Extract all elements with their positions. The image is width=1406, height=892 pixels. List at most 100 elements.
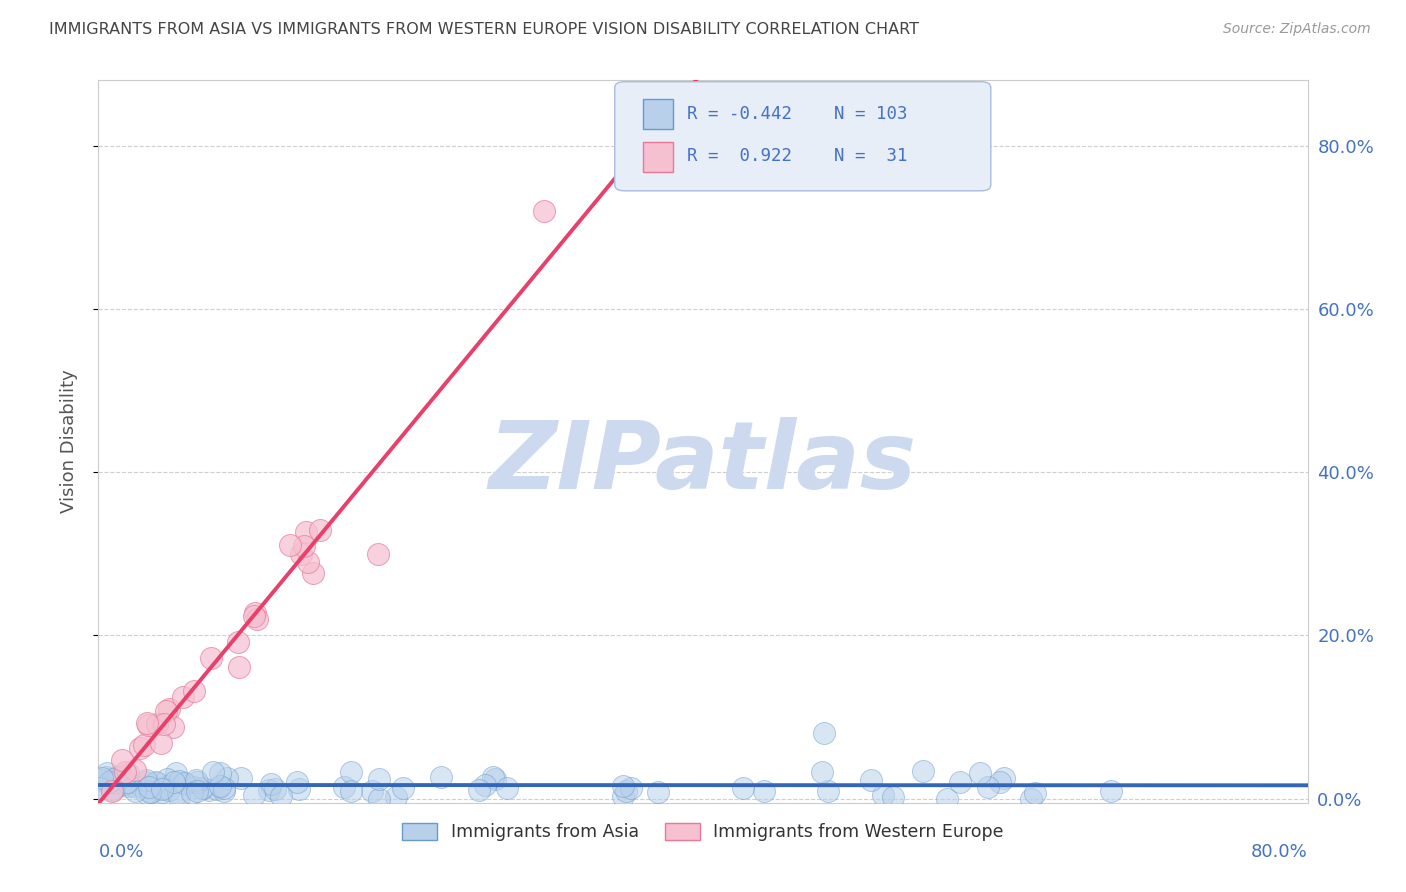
Point — [115, 779, 138, 793]
Point — [361, 784, 384, 798]
Point — [754, 784, 776, 798]
Point — [115, 774, 138, 789]
Point — [191, 780, 214, 795]
Point — [385, 789, 408, 804]
Point — [367, 547, 389, 561]
Point — [96, 765, 118, 780]
Point — [150, 784, 173, 798]
Point — [339, 783, 361, 797]
Point — [134, 738, 156, 752]
Point — [209, 779, 232, 793]
Point — [167, 786, 190, 800]
Point — [612, 789, 634, 803]
Point — [302, 566, 325, 581]
Point — [101, 781, 124, 796]
Point — [105, 770, 128, 784]
Point — [186, 783, 208, 797]
Point — [135, 786, 157, 800]
Point — [184, 773, 207, 788]
Text: R = -0.442    N = 103: R = -0.442 N = 103 — [688, 104, 908, 122]
Point — [297, 555, 319, 569]
Point — [474, 778, 496, 792]
Point — [993, 771, 1015, 785]
Point — [226, 635, 249, 649]
Point — [614, 784, 637, 798]
Point — [131, 780, 153, 795]
Point — [103, 780, 125, 795]
Point — [103, 772, 125, 786]
Text: Source: ZipAtlas.com: Source: ZipAtlas.com — [1223, 22, 1371, 37]
Point — [155, 704, 177, 718]
Point — [936, 791, 959, 805]
Point — [173, 776, 195, 790]
Point — [150, 782, 173, 797]
Point — [114, 777, 136, 791]
Point — [1021, 791, 1043, 805]
Point — [392, 780, 415, 795]
Point — [163, 774, 186, 789]
Point — [1024, 786, 1046, 800]
Text: 0.0%: 0.0% — [98, 843, 143, 861]
Point — [205, 782, 228, 797]
Point — [117, 766, 139, 780]
Text: IMMIGRANTS FROM ASIA VS IMMIGRANTS FROM WESTERN EUROPE VISION DISABILITY CORRELA: IMMIGRANTS FROM ASIA VS IMMIGRANTS FROM … — [49, 22, 920, 37]
Point — [468, 783, 491, 797]
Point — [156, 772, 179, 786]
Point — [101, 784, 124, 798]
Point — [124, 763, 146, 777]
Point — [186, 774, 208, 789]
Text: ZIPatlas: ZIPatlas — [489, 417, 917, 509]
Point — [533, 203, 555, 218]
Point — [159, 783, 181, 797]
Legend: Immigrants from Asia, Immigrants from Western Europe: Immigrants from Asia, Immigrants from We… — [395, 815, 1011, 848]
Point — [138, 785, 160, 799]
Point — [136, 718, 159, 732]
Point — [988, 774, 1011, 789]
Point — [145, 775, 167, 789]
Point — [949, 775, 972, 789]
Point — [135, 716, 157, 731]
Point — [94, 770, 117, 784]
Point — [201, 764, 224, 779]
Point — [229, 771, 252, 785]
Point — [152, 780, 174, 795]
Point — [731, 780, 754, 795]
Point — [138, 780, 160, 795]
Point — [1099, 783, 1122, 797]
Point — [124, 783, 146, 797]
Point — [208, 766, 231, 780]
Point — [139, 785, 162, 799]
Point — [288, 782, 311, 797]
Point — [333, 780, 356, 795]
Point — [198, 782, 221, 797]
Point — [294, 524, 316, 539]
FancyBboxPatch shape — [643, 142, 673, 172]
FancyBboxPatch shape — [643, 99, 673, 129]
Point — [89, 781, 111, 796]
Point — [430, 770, 453, 784]
Point — [484, 772, 506, 786]
Point — [496, 781, 519, 796]
Point — [110, 770, 132, 784]
Point — [191, 781, 214, 796]
Point — [810, 765, 832, 780]
Point — [817, 784, 839, 798]
Point — [89, 773, 111, 788]
Point — [620, 781, 643, 796]
Point — [149, 736, 172, 750]
Point — [977, 780, 1000, 794]
Point — [368, 791, 391, 805]
Point — [176, 777, 198, 791]
Point — [482, 770, 505, 784]
Point — [129, 741, 152, 756]
Point — [270, 789, 292, 803]
Point — [91, 771, 114, 785]
Point — [153, 717, 176, 731]
Point — [157, 702, 180, 716]
Point — [135, 772, 157, 787]
Point — [257, 783, 280, 797]
Point — [243, 606, 266, 620]
Point — [872, 788, 894, 802]
Point — [212, 784, 235, 798]
Point — [212, 780, 235, 795]
